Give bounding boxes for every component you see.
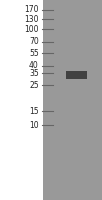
Text: 40: 40 — [29, 62, 39, 71]
Text: 70: 70 — [29, 38, 39, 46]
Text: 130: 130 — [24, 15, 39, 23]
Text: 10: 10 — [29, 120, 39, 130]
Text: 15: 15 — [29, 107, 39, 116]
Text: 100: 100 — [24, 24, 39, 33]
Bar — [66, 71, 87, 79]
Text: 25: 25 — [29, 81, 39, 90]
Text: 55: 55 — [29, 48, 39, 58]
Text: 35: 35 — [29, 68, 39, 77]
Bar — [43, 0, 102, 200]
Text: 170: 170 — [24, 5, 39, 15]
